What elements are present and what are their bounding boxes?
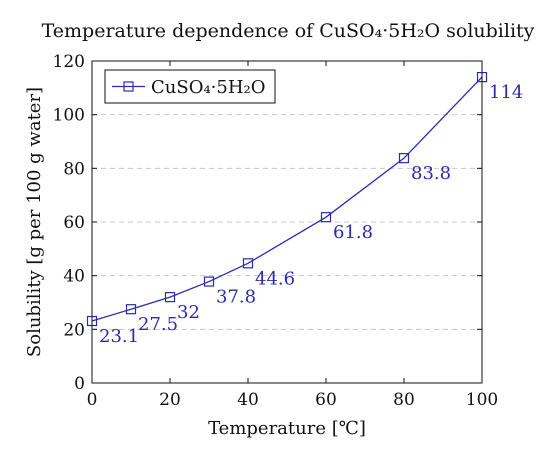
y-tick-label: 100 <box>53 106 85 126</box>
data-label: 83.8 <box>411 163 451 184</box>
data-point-marker <box>242 258 254 269</box>
data-label: 44.6 <box>255 268 295 289</box>
y-tick-label: 40 <box>63 267 85 287</box>
y-tick-label: 20 <box>63 320 85 340</box>
data-label: 37.8 <box>216 287 256 308</box>
data-point-marker <box>398 153 410 164</box>
y-tick-label: 60 <box>63 213 85 233</box>
plot-frame <box>91 60 483 384</box>
legend-entry: CuSO₄·5H₂O <box>151 77 266 98</box>
series-line-0 <box>91 76 483 322</box>
data-label: 61.8 <box>333 222 373 243</box>
x-tick-labels: 0 20 40 60 80 100 <box>87 390 499 410</box>
y-tick-label: 0 <box>74 374 85 394</box>
legend-square-marker <box>123 81 134 92</box>
x-tick-label: 0 <box>87 390 98 410</box>
data-labels: 23.127.532 37.844.6 61.8 83.8 114 <box>99 82 523 347</box>
data-point-marker <box>320 212 332 223</box>
x-tick-label: 100 <box>466 390 498 410</box>
data-point-marker <box>203 276 215 287</box>
y-tick-label: 80 <box>63 159 85 179</box>
y-axis-label: Solubility [g per 100 g water] <box>24 87 45 357</box>
x-tick-label: 80 <box>393 390 415 410</box>
data-point-marker <box>164 292 176 303</box>
data-label: 114 <box>489 82 523 103</box>
x-tick-label: 60 <box>315 390 337 410</box>
data-label: 23.1 <box>99 326 139 347</box>
data-point-marker <box>125 304 137 315</box>
data-label: 32 <box>177 302 200 323</box>
y-tick-label: 120 <box>53 52 85 72</box>
x-axis-label: Temperature [℃] <box>208 418 366 439</box>
data-label: 27.5 <box>138 314 178 335</box>
chart-title: Temperature dependence of CuSO₄·5H₂O sol… <box>42 20 535 42</box>
legend: CuSO₄·5H₂O <box>104 69 276 104</box>
y-tick-labels: 0 20 40 60 80 100 120 <box>53 52 85 394</box>
x-tick-label: 20 <box>159 390 181 410</box>
grid-lines <box>92 114 482 330</box>
x-tick-label: 40 <box>237 390 259 410</box>
